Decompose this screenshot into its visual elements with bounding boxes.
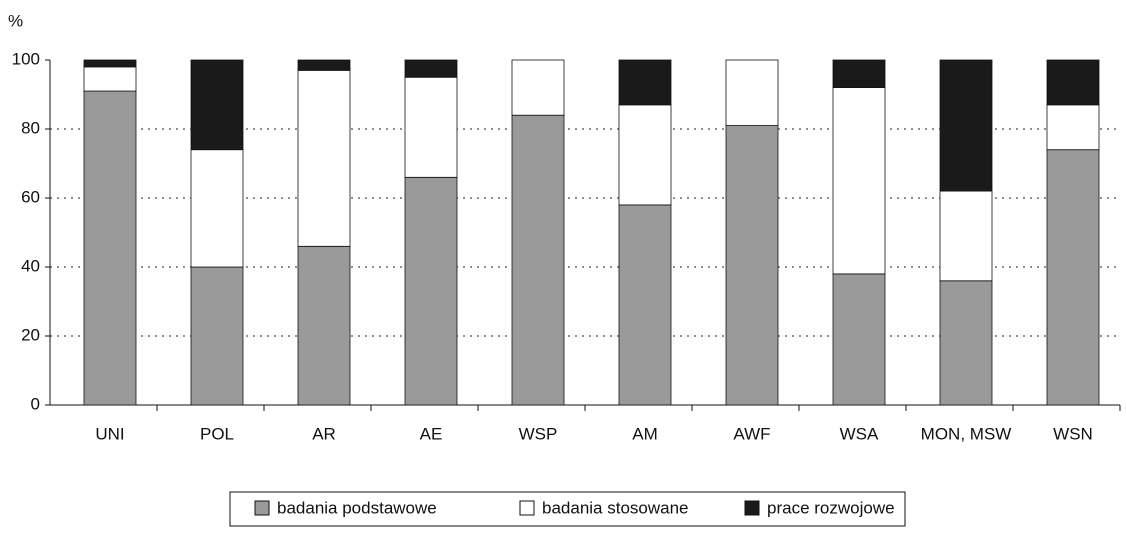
bar-segment <box>1046 104 1100 151</box>
bar-segment <box>1046 59 1100 106</box>
bar-segment <box>725 59 779 126</box>
x-tick-label: MON, MSW <box>921 424 1012 443</box>
bar-segment <box>511 114 565 406</box>
y-axis-label: % <box>8 11 23 30</box>
x-tick-label: POL <box>200 424 234 443</box>
legend-label: prace rozwojowe <box>767 498 895 517</box>
legend-swatch <box>744 500 760 516</box>
x-tick-label: UNI <box>95 424 124 443</box>
legend-swatch <box>254 500 270 516</box>
bar-segment <box>83 66 137 92</box>
bar-segment <box>83 90 137 406</box>
legend-label: badania podstawowe <box>277 498 437 517</box>
y-tick-label: 20 <box>21 325 40 344</box>
x-tick-label: WSA <box>840 424 879 443</box>
legend-swatch <box>519 500 535 516</box>
bar-segment <box>618 104 672 206</box>
bar-segment <box>297 69 351 247</box>
bar-segment <box>939 59 993 192</box>
legend-box <box>229 491 906 527</box>
legend-label: badania stosowane <box>542 498 689 517</box>
bar-segment <box>190 59 244 151</box>
bar-segment <box>190 266 244 406</box>
bar-segment <box>190 149 244 268</box>
y-tick-label: 40 <box>21 256 40 275</box>
bar-segment <box>404 76 458 178</box>
y-tick-label: 80 <box>21 118 40 137</box>
bar-segment <box>939 190 993 282</box>
bar-segment <box>618 59 672 106</box>
x-tick-label: AM <box>632 424 658 443</box>
bar-segment <box>832 273 886 406</box>
x-tick-label: AE <box>420 424 443 443</box>
bar-segment <box>618 204 672 406</box>
bar-segment <box>832 87 886 275</box>
bar-segment <box>297 245 351 406</box>
bar-segment <box>404 176 458 406</box>
x-tick-label: WSN <box>1053 424 1093 443</box>
bar-segment <box>297 59 351 71</box>
bar-segment <box>1046 149 1100 406</box>
y-tick-label: 0 <box>31 394 40 413</box>
bar-segment <box>832 59 886 89</box>
bar-segment <box>725 125 779 406</box>
bar-segment <box>404 59 458 78</box>
x-tick-label: WSP <box>519 424 558 443</box>
x-tick-label: AWF <box>733 424 770 443</box>
bar-segment <box>83 59 137 68</box>
bar-segment <box>511 59 565 116</box>
x-tick-label: AR <box>312 424 336 443</box>
y-tick-label: 100 <box>12 49 40 68</box>
bar-segment <box>939 280 993 406</box>
y-tick-label: 60 <box>21 187 40 206</box>
